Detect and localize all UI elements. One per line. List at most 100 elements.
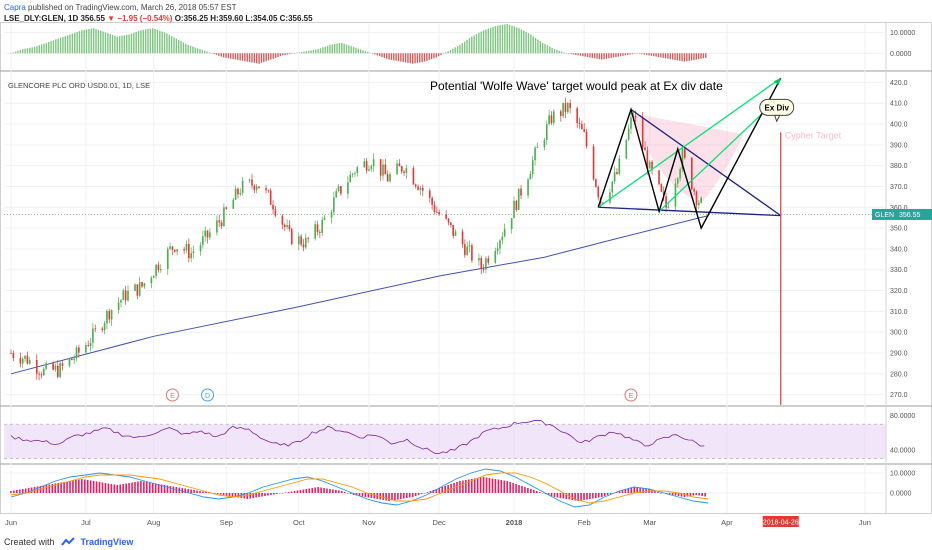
macd-histogram-bar: [362, 50, 364, 54]
macd-histogram-bar: [10, 491, 12, 493]
candle-body: [26, 355, 29, 364]
moving-average-line: [10, 215, 709, 375]
cypher-target-label: Cypher Target: [785, 131, 842, 141]
macd-histogram-bar: [146, 482, 148, 493]
macd-histogram-bar: [193, 490, 195, 493]
candle-body: [613, 172, 616, 182]
macd-histogram-bar: [487, 28, 490, 54]
macd-histogram-bar: [261, 493, 263, 497]
candle-body: [330, 212, 333, 218]
price-tag-symbol: GLEN: [875, 212, 894, 219]
macd-histogram-bar: [284, 53, 286, 55]
macd-histogram-bar: [577, 493, 579, 501]
macd-histogram-bar: [196, 48, 199, 54]
macd-histogram-bar: [275, 493, 278, 494]
change-value: ▼ −1.95 (−0.54%): [107, 14, 173, 23]
candle-body: [323, 217, 326, 220]
candle-body: [12, 353, 15, 359]
macd-histogram-bar: [140, 30, 142, 54]
macd-histogram-bar: [359, 49, 362, 54]
macd-histogram-bar: [541, 493, 544, 494]
macd-histogram-bar: [674, 53, 676, 60]
candle-body: [681, 148, 684, 170]
macd-histogram-bar: [367, 52, 369, 54]
macd-histogram-bar: [157, 484, 160, 493]
macd-histogram-bar: [485, 29, 487, 54]
macd-histogram-bar: [270, 53, 272, 60]
macd-histogram-bar: [76, 31, 78, 54]
candle-body: [454, 231, 457, 236]
event-marker-label: E: [629, 393, 634, 400]
macd-histogram-bar: [225, 53, 227, 58]
wolfe-wave-zigzag: [597, 77, 782, 230]
candle-body: [616, 172, 618, 174]
macd-histogram-bar: [208, 52, 211, 54]
macd-histogram-bar: [518, 28, 520, 54]
macd-histogram-bar: [367, 493, 370, 498]
ohlc-values: O:356.25 H:359.60 L:354.05 C:356.55: [174, 14, 313, 23]
macd-histogram-bar: [364, 51, 367, 54]
candle-body: [38, 373, 40, 375]
candle-body: [59, 363, 61, 377]
target-date-label: 2018-04-26: [763, 520, 799, 527]
macd-histogram-bar: [109, 34, 111, 54]
candle-body: [496, 248, 499, 251]
macd-histogram-bar: [391, 493, 393, 501]
candle-body: [452, 225, 455, 236]
macd-histogram-bar: [252, 493, 254, 498]
macd-histogram-bar: [228, 493, 231, 496]
candle-body: [117, 302, 120, 310]
candle-body: [595, 179, 597, 187]
macd-histogram-bar: [571, 493, 574, 500]
candle-body: [398, 163, 401, 167]
tradingview-brand-link[interactable]: TradingView: [80, 537, 134, 547]
macd-histogram-bar: [655, 53, 657, 57]
footer: Created with TradingView: [4, 537, 133, 547]
publisher-link[interactable]: Capra: [4, 3, 26, 12]
y-tick-label: 380.0: [890, 163, 908, 170]
macd-histogram-bar: [421, 53, 423, 63]
macd-histogram-bar: [42, 485, 45, 493]
macd-histogram-bar: [12, 52, 14, 54]
macd-histogram-bar: [126, 34, 128, 54]
macd-histogram-bar: [660, 493, 662, 494]
macd-histogram-bar: [549, 46, 551, 54]
macd-histogram-bar: [231, 493, 234, 497]
macd-histogram-bar: [400, 53, 402, 62]
macd-histogram-bar: [500, 480, 503, 493]
candle-body: [216, 220, 218, 233]
candle-body: [648, 161, 651, 169]
macd-histogram-bar: [518, 485, 520, 493]
macd-histogram-bar: [497, 479, 500, 493]
candle-body: [290, 228, 293, 245]
macd-histogram-bar: [135, 31, 137, 54]
macd-histogram-bar: [501, 24, 504, 54]
candle-body: [520, 188, 522, 196]
candle-body: [592, 146, 595, 180]
price-pane[interactable]: 270.0 280.0 290.0 300.0 310.0 320.0 330.0 340.0…: [4, 77, 932, 405]
macd-histogram-bar: [473, 478, 476, 493]
macd-histogram-bar: [636, 487, 638, 493]
macd-histogram-bar: [577, 53, 579, 56]
macd-pane: 10.0000 0.0000: [4, 468, 915, 508]
macd-histogram-bar: [289, 53, 291, 55]
macd-histogram-bar: [260, 53, 263, 63]
candle-body: [583, 129, 586, 132]
macd-histogram-bar: [187, 489, 189, 493]
macd-histogram-bar: [281, 53, 284, 56]
macd-histogram-bar: [617, 53, 619, 57]
candle-body: [157, 264, 160, 270]
macd-histogram-bar: [320, 487, 322, 493]
candle-body: [40, 374, 43, 376]
macd-histogram-bar: [168, 34, 170, 54]
macd-histogram-bar: [411, 493, 414, 497]
macd-histogram-bar: [641, 53, 643, 55]
macd-histogram-bar: [551, 47, 553, 54]
macd-histogram-bar: [618, 491, 621, 493]
macd-histogram-bar: [341, 42, 343, 54]
macd-histogram-bar: [445, 52, 447, 54]
macd-histogram-bar: [480, 31, 482, 54]
candle-body: [347, 182, 349, 194]
macd-histogram-bar: [361, 493, 364, 497]
